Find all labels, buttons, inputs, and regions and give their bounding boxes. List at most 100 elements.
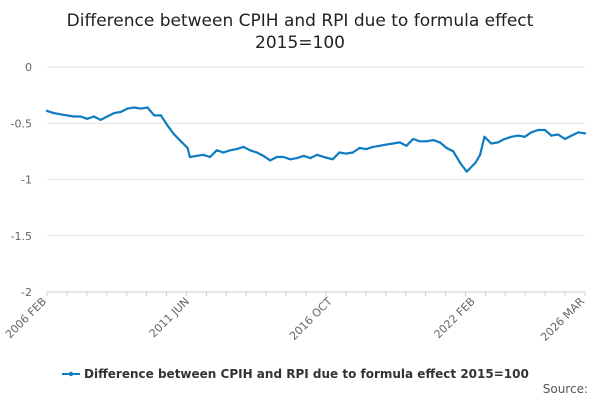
data-point <box>445 146 448 150</box>
data-point <box>208 155 212 159</box>
data-point <box>45 109 49 112</box>
y-tick-label: -0.5 <box>11 117 32 130</box>
series-group <box>45 106 587 173</box>
data-point <box>255 151 258 154</box>
data-point <box>92 115 95 118</box>
data-point <box>490 142 493 145</box>
x-tick-label: 2006 FEB <box>3 295 49 341</box>
data-point <box>474 161 477 164</box>
data-point <box>543 128 546 132</box>
x-tick-label: 2022 FEB <box>432 295 478 341</box>
data-point <box>577 131 580 134</box>
data-point <box>159 114 162 117</box>
y-tick-label: -1 <box>21 174 32 187</box>
data-point <box>425 140 428 143</box>
data-point <box>550 134 553 137</box>
data-point <box>302 154 305 157</box>
data-point <box>331 158 334 161</box>
data-point <box>186 146 189 150</box>
legend: Difference between CPIH and RPI due to f… <box>62 367 529 381</box>
data-point <box>322 155 325 159</box>
data-point <box>496 141 499 144</box>
gridlines <box>47 66 585 293</box>
data-point <box>295 157 299 160</box>
data-point <box>412 137 415 141</box>
data-point <box>438 141 441 144</box>
data-point <box>179 140 182 143</box>
source-label: Source: <box>543 382 588 396</box>
data-point <box>405 144 408 147</box>
data-point <box>99 118 102 121</box>
data-point <box>153 114 156 117</box>
data-point <box>222 151 225 154</box>
data-point <box>510 135 513 138</box>
data-point <box>139 107 142 110</box>
data-point <box>262 154 265 157</box>
data-point <box>465 170 468 173</box>
x-axis: 2006 FEB 2011 JUN 2016 OCT 2022 FEB 2026 MAR <box>3 291 587 344</box>
legend-dot-marker <box>68 371 74 377</box>
data-point <box>126 107 129 110</box>
data-point <box>242 145 245 148</box>
chart-title-line-1: Difference between CPIH and RPI due to f… <box>67 11 534 31</box>
data-point <box>289 158 292 161</box>
data-point <box>452 150 455 153</box>
data-point <box>365 148 368 151</box>
data-point <box>570 134 573 137</box>
data-point <box>378 144 381 147</box>
data-point <box>202 153 205 156</box>
data-point <box>59 113 62 116</box>
data-point <box>530 131 533 134</box>
data-point <box>563 137 567 141</box>
data-point <box>523 135 526 138</box>
data-point <box>249 149 252 152</box>
data-point <box>338 151 341 154</box>
data-point <box>472 163 475 166</box>
data-point <box>316 153 319 156</box>
data-point <box>119 110 122 114</box>
data-point <box>112 112 116 115</box>
x-tick-label: 2016 OCT <box>287 295 335 343</box>
data-point <box>72 115 75 118</box>
y-axis: 0 -0.5 -1 -1.5 -2 <box>11 61 32 299</box>
data-point <box>173 133 176 136</box>
data-point <box>188 155 191 159</box>
chart-title-line-2: 2015=100 <box>255 33 345 53</box>
data-point <box>195 154 198 157</box>
data-point <box>282 155 285 159</box>
x-tick-label: 2026 MAR <box>538 295 587 344</box>
y-tick-label: -2 <box>21 286 32 299</box>
data-point <box>106 115 109 118</box>
data-point <box>503 137 506 141</box>
data-point <box>269 159 272 162</box>
data-point <box>385 143 388 146</box>
x-tick-label: 2011 JUN <box>147 295 192 340</box>
data-point <box>483 135 486 138</box>
data-point <box>166 124 169 127</box>
data-point <box>516 134 520 137</box>
data-point <box>79 115 82 118</box>
data-point <box>432 139 435 142</box>
data-point <box>358 146 361 150</box>
data-point <box>418 140 421 143</box>
legend-label: Difference between CPIH and RPI due to f… <box>84 367 529 381</box>
data-point <box>557 133 560 136</box>
data-point <box>275 155 278 159</box>
data-point <box>133 106 136 109</box>
data-point <box>583 132 587 135</box>
data-point <box>345 152 348 155</box>
data-point <box>309 157 312 160</box>
data-point <box>458 161 462 164</box>
data-point <box>351 151 354 154</box>
data-point <box>146 106 149 109</box>
data-point <box>537 128 540 132</box>
data-point <box>215 149 218 152</box>
data-point <box>52 112 55 115</box>
data-point <box>398 141 401 144</box>
data-point <box>86 117 89 120</box>
data-point <box>235 148 238 151</box>
data-point <box>479 153 482 156</box>
y-tick-label: 0 <box>25 61 32 74</box>
data-point <box>229 149 232 152</box>
